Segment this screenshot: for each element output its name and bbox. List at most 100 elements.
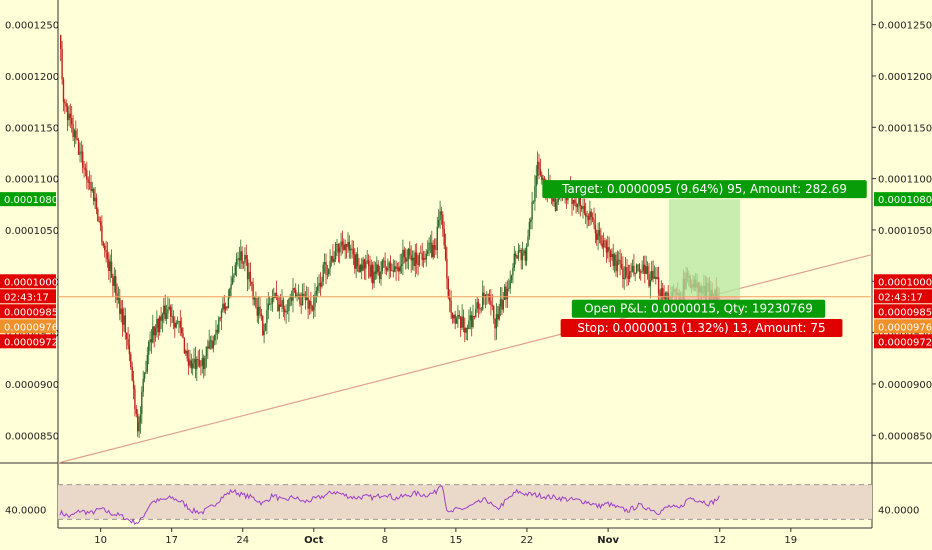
candle-body [91, 189, 93, 191]
candle-body [590, 211, 592, 218]
position-tool[interactable]: Target: 0.0000095 (9.64%) 95, Amount: 28… [542, 180, 867, 338]
candle-body [97, 209, 99, 221]
stop-label[interactable]: Stop: 0.0000013 (1.32%) 13, Amount: 75 [560, 319, 843, 338]
open-pnl-label-bg [571, 299, 826, 318]
candle-body [106, 252, 109, 260]
candle-body [494, 318, 496, 329]
candle-body [398, 267, 400, 272]
candle-body [626, 267, 628, 276]
candle-body [75, 130, 77, 139]
candle-body [105, 250, 107, 253]
left-price-axis[interactable]: 0.0001250 0.0001200 0.0001150 0.0001100 0.00… [0, 21, 59, 443]
candle-body [293, 288, 296, 290]
price-tag-left: 02:43:17 [0, 289, 56, 304]
candle-body [161, 314, 164, 321]
candle-body [521, 253, 524, 261]
candle-body [513, 253, 515, 268]
rsi-tick-right: 40.0000 [878, 506, 919, 517]
stop-label-text: Stop: 0.0000013 (1.32%) 13, Amount: 75 [577, 321, 825, 335]
candle-body [660, 288, 662, 296]
candle-body [285, 311, 287, 313]
candle-body [304, 295, 307, 300]
candle-body [405, 257, 407, 262]
price-tag-text: 02:43:17 [878, 292, 923, 303]
candle-body [219, 317, 221, 319]
candle-body [616, 260, 619, 272]
candle-body [160, 316, 162, 321]
price-tick-right: 0.0000950 [878, 329, 932, 340]
candle-body [637, 264, 639, 266]
candle-body [486, 294, 488, 296]
candle-body [93, 189, 95, 202]
candle-body [520, 250, 522, 261]
candle-body [179, 321, 181, 328]
candle-body [300, 303, 302, 305]
candle-body [187, 358, 190, 366]
candle-body [289, 297, 291, 299]
candle-body [439, 211, 441, 221]
time-tick-label: 12 [713, 535, 726, 546]
price-tick-left: 0.0000950 [5, 329, 59, 340]
price-tag-text: 0.0001000 [878, 277, 932, 288]
target-zone[interactable] [669, 199, 741, 297]
candle-body [257, 306, 260, 316]
target-label[interactable]: Target: 0.0000095 (9.64%) 95, Amount: 28… [542, 180, 867, 199]
candle-body [633, 265, 635, 274]
candle-body [267, 303, 269, 311]
candle-body [594, 224, 597, 234]
candle-body [422, 258, 425, 260]
candle-body [624, 267, 627, 278]
price-tag-right: 0.0000985 [874, 304, 932, 319]
candle-body [377, 264, 379, 272]
candle-body [488, 294, 491, 301]
trendline[interactable] [57, 254, 873, 464]
candle-body [515, 253, 517, 257]
candle-body [608, 247, 610, 251]
candle-body [90, 182, 92, 191]
candle-body [310, 301, 312, 306]
candle-body [472, 316, 474, 327]
price-tag-text: 0.0000972 [4, 337, 58, 348]
price-tick-left: 0.0001050 [5, 226, 59, 237]
candle-body [411, 257, 414, 261]
candle-body [65, 103, 67, 107]
candle-body [431, 242, 433, 258]
time-axis[interactable]: 10 17 24 Oct 8 15 22 Nov 12 19 [94, 528, 797, 546]
candle-body [458, 315, 460, 317]
candle-body [450, 300, 452, 313]
candle-body [498, 306, 500, 320]
price-tag-text: 0.0001000 [4, 277, 58, 288]
candle-body [156, 319, 158, 328]
candle-body [271, 296, 274, 304]
candle-body [646, 266, 649, 274]
candle-body [256, 307, 258, 316]
rsi-line [59, 485, 720, 525]
candle-body [189, 360, 191, 366]
candle-body [376, 264, 378, 274]
price-tick-right: 0.0001050 [878, 226, 932, 237]
candle-body [604, 240, 606, 242]
trendline-layer [57, 254, 873, 464]
candle-body [77, 140, 80, 155]
candle-body [649, 280, 651, 287]
candle-body [556, 202, 558, 211]
candle-body [482, 292, 484, 310]
candle-body [279, 304, 282, 307]
candle-body [76, 138, 78, 141]
candle-body [183, 338, 186, 354]
candle-body [575, 202, 577, 208]
candle-body [538, 161, 540, 170]
open-pnl-label[interactable]: Open P&L: 0.0000015, Qty: 19230769 [571, 299, 826, 318]
target-label-text: Target: 0.0000095 (9.64%) 95, Amount: 28… [561, 182, 847, 196]
candle-body [139, 413, 142, 423]
candle-body [355, 253, 357, 269]
price-tick-right: 0.0001250 [878, 21, 932, 32]
right-price-axis[interactable]: 0.0001250 0.0001200 0.0001150 0.0001100 0.00… [872, 21, 932, 443]
candle-body [578, 196, 580, 204]
candle-body [201, 358, 203, 366]
candle-body [222, 303, 224, 311]
time-tick-label: 19 [784, 535, 797, 546]
candle-body [259, 306, 261, 314]
price-tag-left: 0.0000976 [0, 319, 58, 334]
